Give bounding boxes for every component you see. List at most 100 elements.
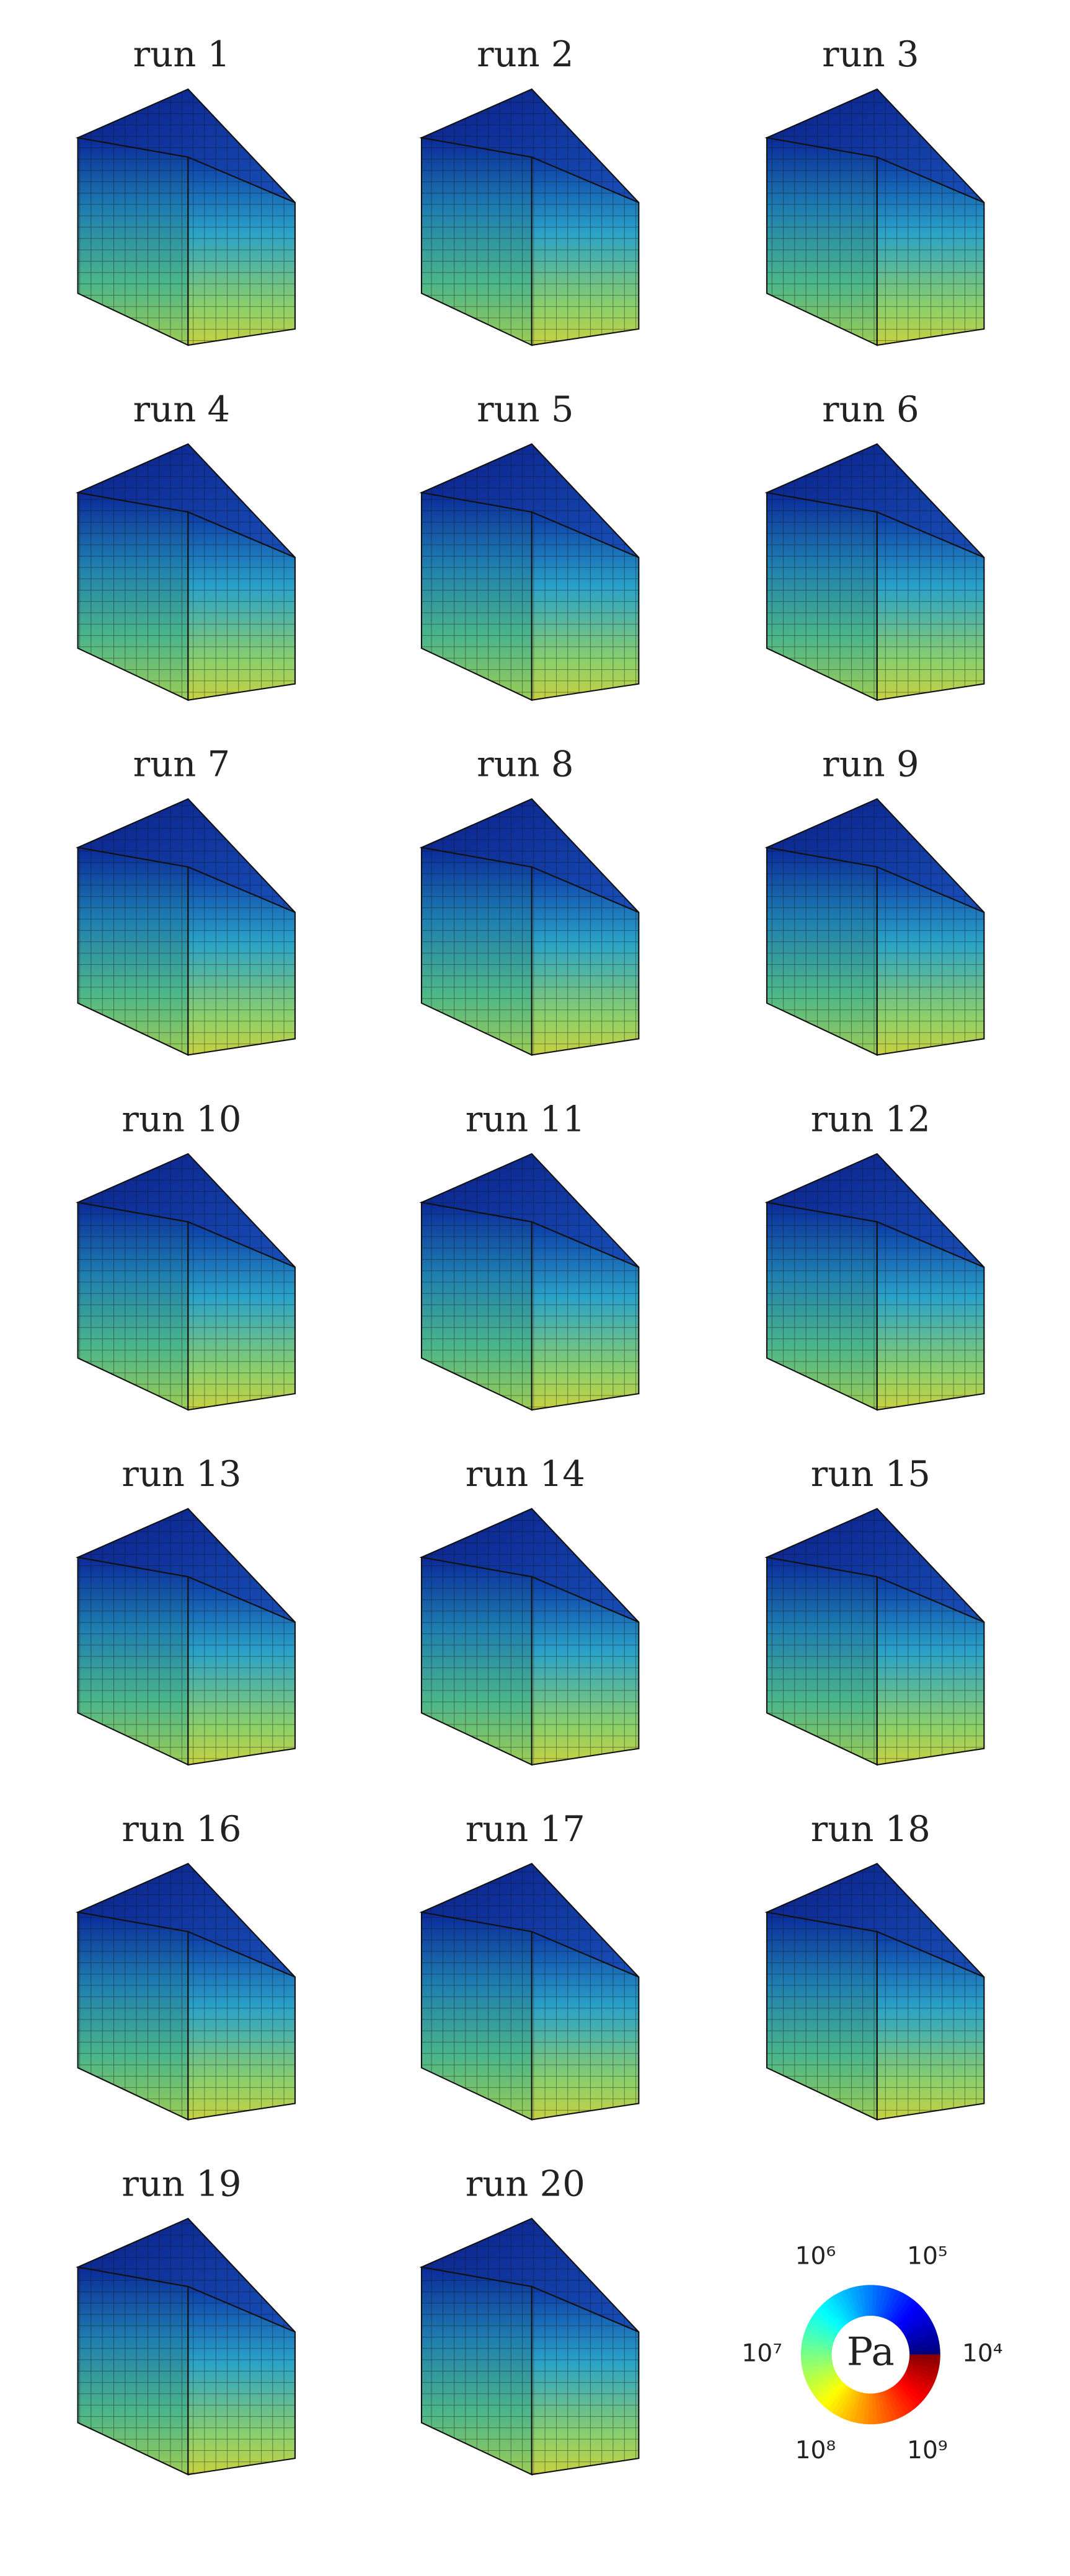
wheel-segment [877, 2392, 888, 2424]
panel-title: run 13 [122, 1453, 241, 1495]
wheel-segment [903, 2373, 932, 2392]
wheel-segment [909, 2357, 940, 2365]
panel: run 4 [75, 389, 296, 701]
wheel-segment [909, 2354, 940, 2360]
panel: run 5 [419, 389, 640, 701]
panel-title: run 3 [822, 33, 919, 75]
panel: run 14 [419, 1453, 640, 1766]
panel: run 17 [419, 1808, 640, 2121]
voxel-grid [77, 89, 295, 203]
voxel-grid [77, 1557, 188, 1765]
wheel-segment [849, 2391, 862, 2422]
wheel-segment [840, 2389, 857, 2420]
wheel-segment [896, 2302, 921, 2328]
wheel-segment [849, 2287, 862, 2318]
wheel-segment [890, 2294, 910, 2323]
voxel-grid [188, 2286, 295, 2475]
panel-title: run 12 [811, 1098, 931, 1140]
wheel-segment [800, 2354, 832, 2360]
voxel-grid [421, 1153, 639, 1268]
voxel-grid [188, 157, 295, 346]
wheel-segment [814, 2377, 841, 2400]
wheel-segment [828, 2385, 849, 2413]
panel-title: run 14 [466, 1453, 585, 1495]
wheel-segment [890, 2386, 910, 2416]
panel: run 19 [75, 2163, 296, 2476]
voxel-grid [766, 492, 877, 700]
wheel-segment [814, 2310, 841, 2332]
legend-unit: Pa [847, 2329, 895, 2374]
panel: run 7 [75, 744, 296, 1057]
voxel-grid [531, 2286, 639, 2475]
panel-title: run 16 [122, 1808, 241, 1850]
wheel-segment [907, 2365, 938, 2379]
wheel-segment [880, 2287, 893, 2318]
panel-title: run 20 [466, 2163, 585, 2204]
wheel-segment [863, 2393, 870, 2425]
voxel-grid [766, 138, 877, 346]
wheel-segment [892, 2297, 914, 2324]
wheel-segment [827, 2297, 849, 2324]
voxel-grid [77, 1153, 295, 1268]
wheel-segment [844, 2288, 859, 2319]
wheel-segment [800, 2349, 832, 2355]
voxel-grid [188, 867, 295, 1055]
voxel-grid [766, 1863, 984, 1977]
panel: run 6 [764, 389, 985, 701]
voxel-grid [766, 444, 984, 558]
voxel-grid [77, 2218, 295, 2332]
wheel-segment [868, 2285, 873, 2316]
voxel-grid [877, 867, 984, 1055]
wheel-segment [854, 2392, 864, 2424]
wheel-segment [887, 2292, 906, 2321]
wheel-segment [874, 2393, 883, 2424]
panel: run 2 [419, 33, 640, 346]
panel-title: run 19 [122, 2163, 241, 2204]
voxel-grid [421, 89, 639, 203]
wheel-segment [858, 2393, 867, 2424]
wheel-segment [872, 2285, 878, 2316]
wheel-segment [907, 2330, 938, 2344]
panel: run 20 [419, 2163, 640, 2476]
voxel-grid [877, 512, 984, 700]
wheel-segment [874, 2285, 883, 2316]
legend-label: 10⁴ [962, 2339, 1003, 2367]
wheel-segment [836, 2388, 854, 2418]
wheel-segment [835, 2292, 854, 2321]
wheel-segment [872, 2393, 878, 2425]
wheel-segment [807, 2370, 837, 2388]
voxel-grid [188, 1932, 295, 2120]
panel: run 9 [764, 744, 985, 1057]
wheel-segment [908, 2335, 939, 2347]
voxel-grid [77, 1912, 188, 2120]
panel-title: run 15 [811, 1453, 931, 1495]
wheel-segment [908, 2340, 940, 2350]
wheel-segment [831, 2294, 851, 2323]
wheel-segment [853, 2286, 864, 2317]
wheel-segment [901, 2313, 930, 2334]
wheel-segment [908, 2360, 940, 2370]
legend-label: 10⁶ [795, 2242, 836, 2270]
wheel-segment [902, 2375, 930, 2396]
wheel-segment [808, 2318, 838, 2337]
voxel-grid [421, 1557, 532, 1765]
wheel-segment [887, 2388, 906, 2417]
voxel-grid [766, 1153, 984, 1268]
voxel-grid [766, 89, 984, 203]
wheel-segment [892, 2385, 914, 2413]
voxel-grid [421, 1912, 532, 2120]
voxel-grid [877, 1221, 984, 1410]
panel: run 3 [764, 33, 985, 346]
panel: run 16 [75, 1808, 296, 2121]
wheel-segment [908, 2362, 939, 2374]
wheel-segment [858, 2285, 867, 2317]
panel-title: run 1 [133, 33, 230, 75]
legend: Pa 10⁶ 10⁵ 10⁷ 10⁴ 10⁸ 10⁹ [741, 2242, 1002, 2464]
wheel-segment [900, 2310, 927, 2332]
panel-title: run 5 [477, 389, 573, 430]
legend-label: 10⁷ [741, 2339, 782, 2367]
wheel-segment [906, 2326, 937, 2342]
wheel-segment [805, 2368, 836, 2383]
panel-title: run 18 [811, 1808, 931, 1850]
